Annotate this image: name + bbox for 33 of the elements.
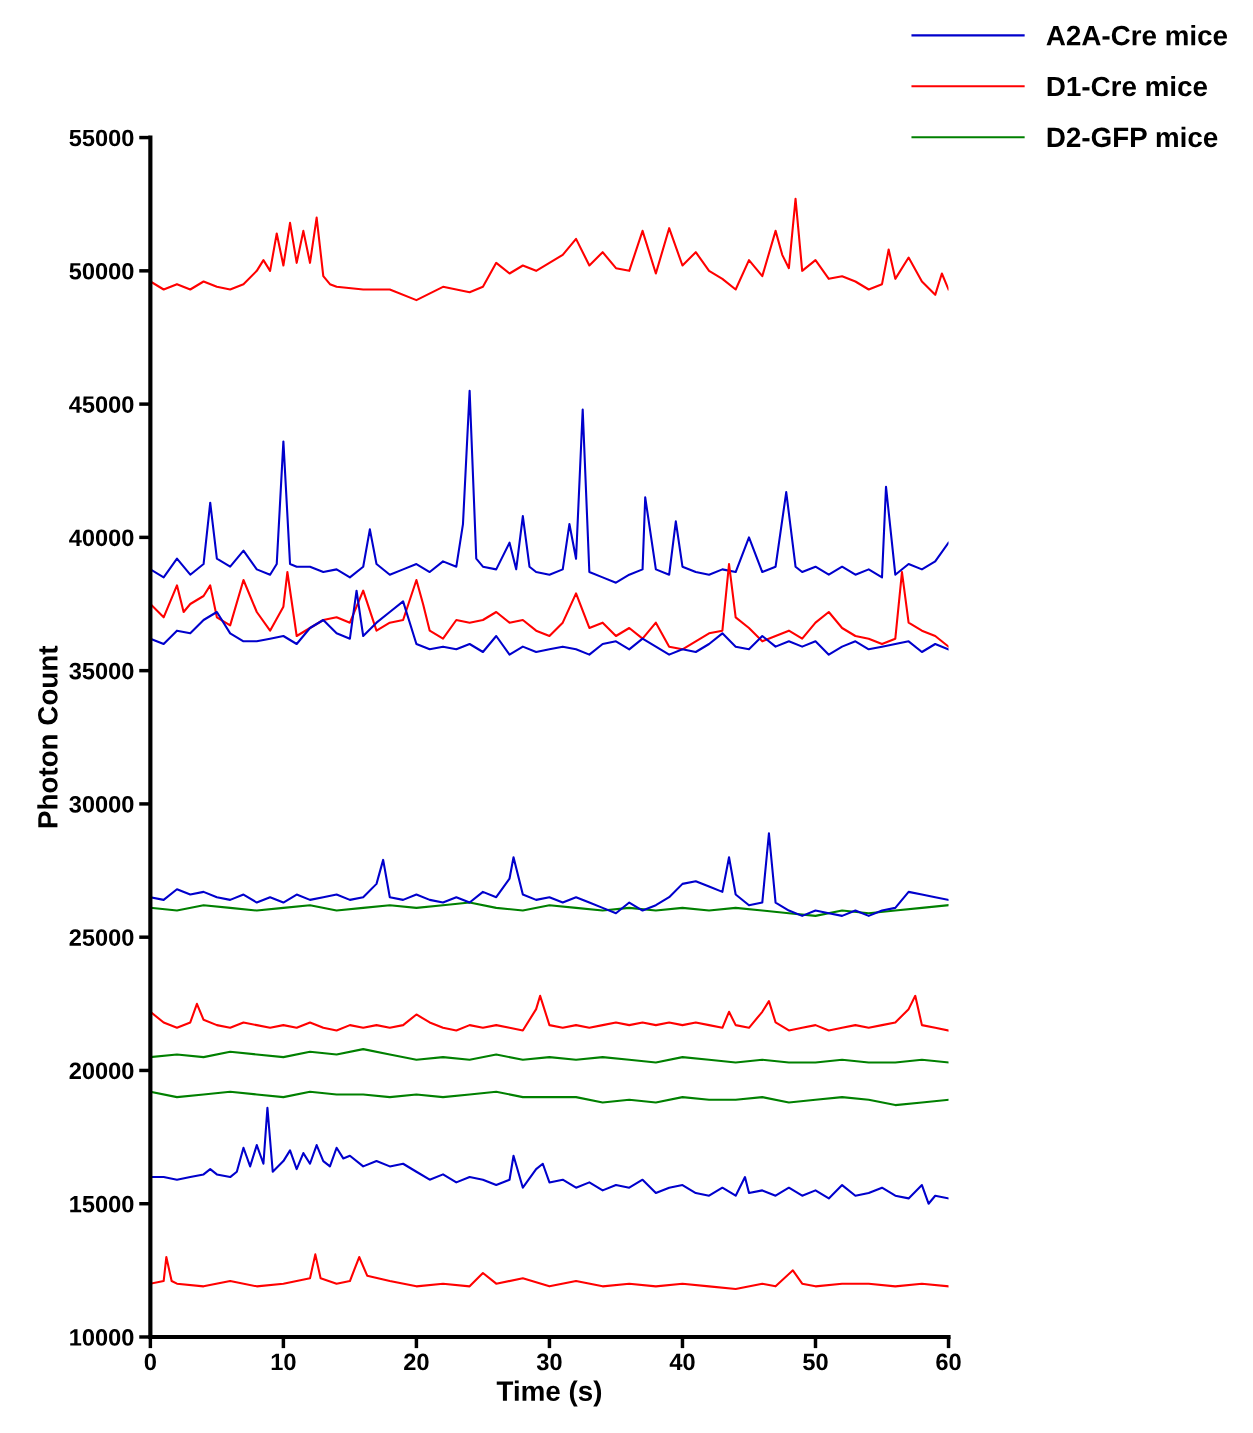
line-series bbox=[150, 832, 949, 917]
y-tick-label: 25000 bbox=[69, 929, 134, 946]
x-tick-label: 0 bbox=[144, 1353, 156, 1371]
line-series bbox=[150, 1048, 949, 1064]
x-tick-label: 20 bbox=[404, 1353, 429, 1371]
line-series bbox=[150, 1253, 949, 1291]
y-axis-title: Photon Count bbox=[37, 645, 58, 828]
legend-label: D2-GFP mice bbox=[1047, 126, 1218, 148]
x-tick-label: 40 bbox=[669, 1353, 695, 1371]
x-tick-label: 30 bbox=[536, 1353, 562, 1371]
line-series bbox=[150, 1106, 949, 1205]
line-series bbox=[150, 1090, 949, 1107]
y-tick-label: 15000 bbox=[70, 1195, 134, 1213]
y-tick-label: 10000 bbox=[70, 1329, 134, 1346]
y-tick-label: 45000 bbox=[69, 396, 134, 413]
line-series bbox=[150, 389, 949, 584]
y-tick-label: 30000 bbox=[69, 795, 134, 813]
y-tick-label: 40000 bbox=[69, 529, 134, 547]
legend-label: D1-Cre mice bbox=[1047, 75, 1207, 97]
line-series bbox=[150, 589, 949, 656]
line-series bbox=[150, 901, 949, 917]
y-tick-label: 55000 bbox=[69, 129, 134, 147]
line-series bbox=[150, 197, 949, 302]
x-tick-label: 50 bbox=[803, 1353, 828, 1371]
legend-label: A2A-Cre mice bbox=[1046, 25, 1228, 46]
y-tick-label: 35000 bbox=[69, 662, 134, 680]
x-tick-label: 60 bbox=[936, 1353, 961, 1371]
y-tick-label: 50000 bbox=[69, 262, 134, 280]
x-axis-title: Time (s) bbox=[496, 1380, 602, 1407]
x-tick-label: 10 bbox=[271, 1353, 296, 1371]
y-tick-label: 20000 bbox=[69, 1062, 134, 1080]
line-series bbox=[150, 562, 949, 651]
line-series bbox=[150, 994, 949, 1032]
